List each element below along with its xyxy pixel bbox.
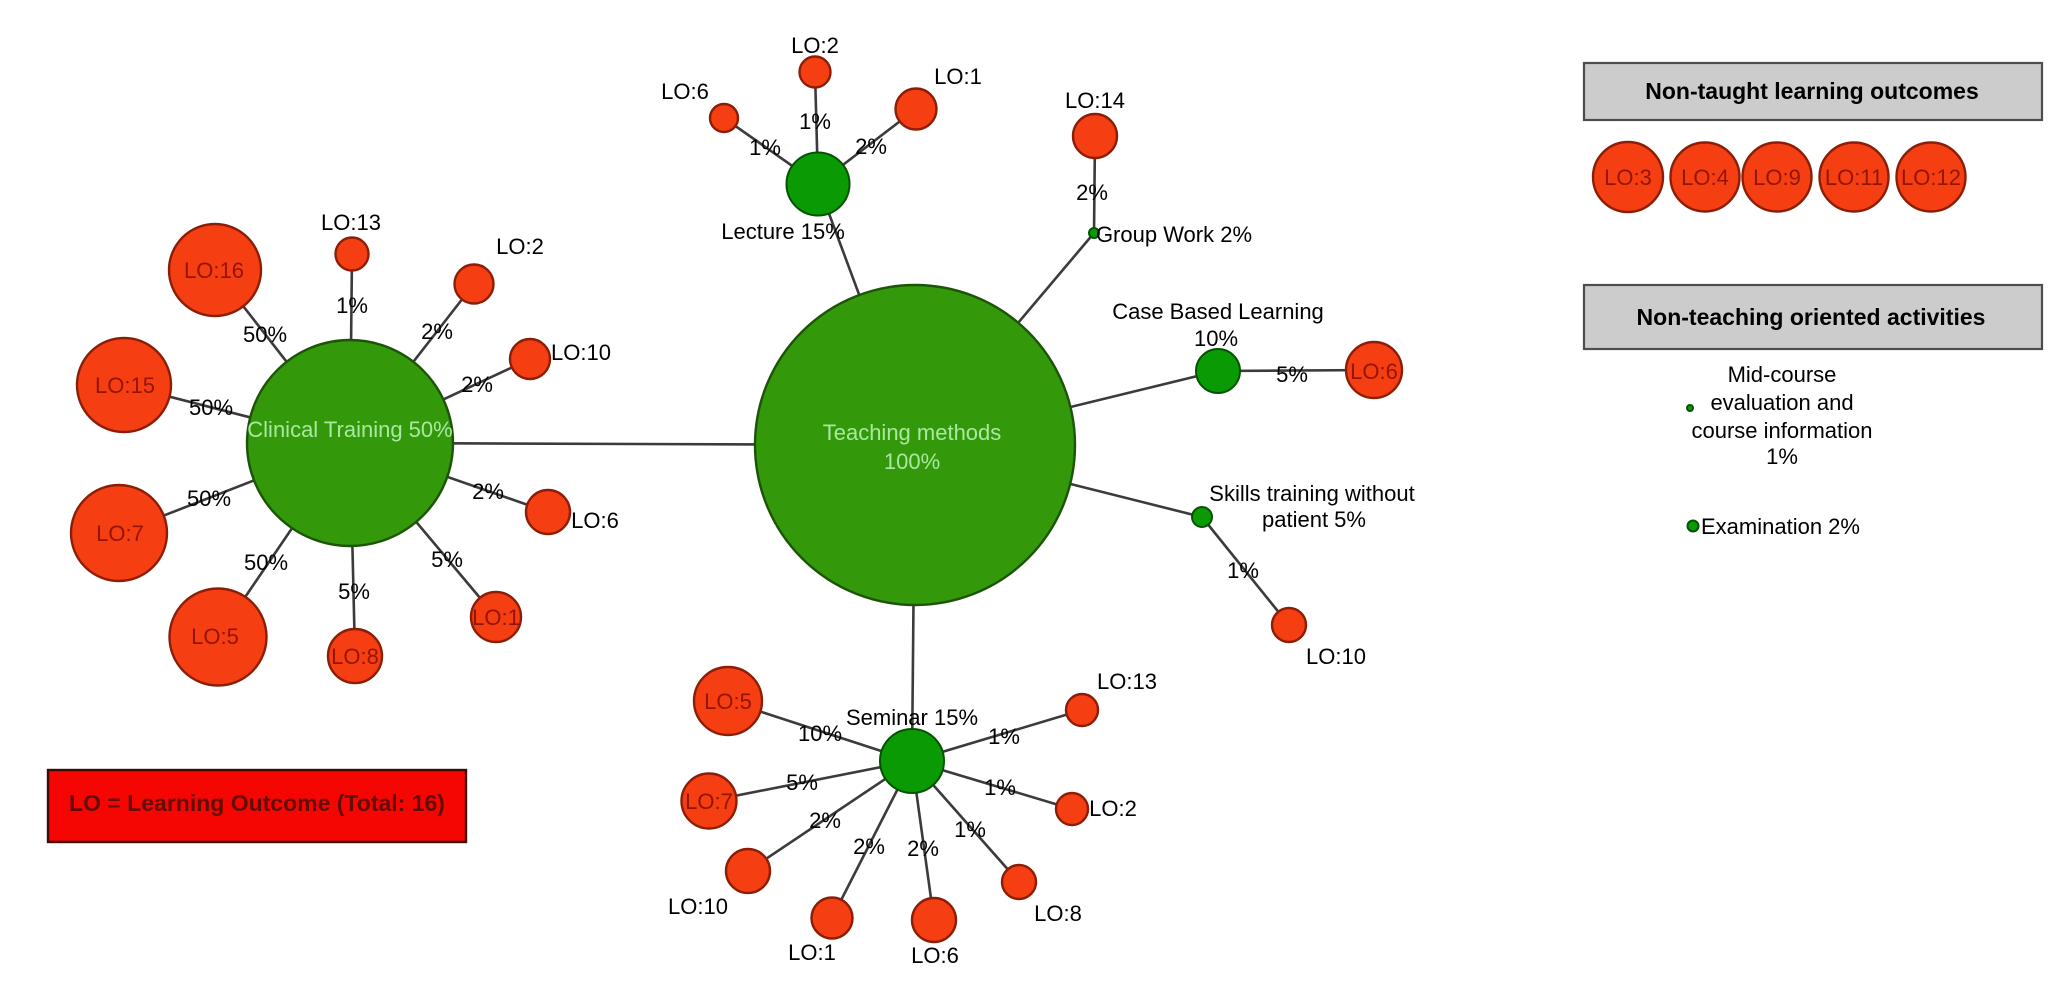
- svg-text:1%: 1%: [799, 109, 831, 134]
- svg-text:2%: 2%: [809, 808, 841, 833]
- svg-text:LO:2: LO:2: [1089, 796, 1137, 821]
- svg-text:1%: 1%: [749, 135, 781, 160]
- svg-text:2%: 2%: [855, 134, 887, 159]
- svg-text:LO:7: LO:7: [685, 789, 733, 814]
- svg-text:LO:8: LO:8: [331, 644, 379, 669]
- svg-text:LO:5: LO:5: [704, 689, 752, 714]
- svg-text:100%: 100%: [884, 449, 940, 474]
- svg-text:Case Based Learning: Case Based Learning: [1112, 299, 1324, 324]
- svg-text:LO:15: LO:15: [95, 373, 155, 398]
- svg-text:LO:16: LO:16: [184, 258, 244, 283]
- svg-text:5%: 5%: [338, 579, 370, 604]
- svg-text:Non-taught learning outcomes: Non-taught learning outcomes: [1645, 78, 1979, 104]
- svg-text:LO:10: LO:10: [668, 894, 728, 919]
- svg-text:1%: 1%: [954, 817, 986, 842]
- svg-text:LO:13: LO:13: [321, 210, 381, 235]
- svg-text:Non-teaching oriented activiti: Non-teaching oriented activities: [1637, 304, 1986, 330]
- svg-text:1%: 1%: [1766, 444, 1798, 469]
- svg-text:2%: 2%: [907, 836, 939, 861]
- svg-text:patient 5%: patient 5%: [1262, 507, 1366, 532]
- svg-text:LO:8: LO:8: [1034, 901, 1082, 926]
- svg-text:Seminar 15%: Seminar 15%: [846, 705, 978, 730]
- svg-text:LO:6: LO:6: [661, 79, 709, 104]
- svg-text:Examination 2%: Examination 2%: [1701, 514, 1860, 539]
- svg-text:course information: course information: [1692, 418, 1873, 443]
- svg-text:50%: 50%: [243, 322, 287, 347]
- svg-text:2%: 2%: [461, 372, 493, 397]
- svg-text:2%: 2%: [472, 479, 504, 504]
- svg-text:LO:5: LO:5: [191, 624, 239, 649]
- svg-text:LO:6: LO:6: [571, 508, 619, 533]
- svg-text:LO:14: LO:14: [1065, 88, 1125, 113]
- svg-text:LO:1: LO:1: [788, 940, 836, 965]
- svg-text:LO:1: LO:1: [934, 64, 982, 89]
- svg-text:LO:7: LO:7: [96, 521, 144, 546]
- svg-text:5%: 5%: [1276, 362, 1308, 387]
- svg-text:50%: 50%: [187, 486, 231, 511]
- svg-text:LO:2: LO:2: [496, 234, 544, 259]
- svg-text:2%: 2%: [1076, 180, 1108, 205]
- svg-text:Teaching methods: Teaching methods: [823, 420, 1002, 445]
- svg-text:LO:3: LO:3: [1604, 165, 1652, 190]
- svg-text:5%: 5%: [786, 770, 818, 795]
- svg-text:LO:2: LO:2: [791, 33, 839, 58]
- svg-text:LO:4: LO:4: [1681, 165, 1729, 190]
- svg-text:50%: 50%: [244, 550, 288, 575]
- svg-text:5%: 5%: [431, 547, 463, 572]
- svg-text:Clinical Training 50%: Clinical Training 50%: [247, 417, 452, 442]
- svg-text:2%: 2%: [421, 319, 453, 344]
- svg-text:LO = Learning Outcome (Total:: LO = Learning Outcome (Total: 16): [69, 790, 445, 816]
- svg-text:LO:11: LO:11: [1825, 165, 1883, 190]
- svg-text:LO:9: LO:9: [1753, 165, 1801, 190]
- svg-text:LO:1: LO:1: [472, 605, 520, 630]
- svg-text:1%: 1%: [984, 775, 1016, 800]
- svg-text:50%: 50%: [189, 395, 233, 420]
- svg-text:LO:13: LO:13: [1097, 669, 1157, 694]
- svg-text:LO:10: LO:10: [551, 340, 611, 365]
- svg-text:1%: 1%: [1227, 558, 1259, 583]
- svg-text:Group Work 2%: Group Work 2%: [1096, 222, 1252, 247]
- svg-text:Skills training without: Skills training without: [1209, 481, 1414, 506]
- svg-text:LO:6: LO:6: [911, 943, 959, 968]
- svg-text:LO:6: LO:6: [1350, 359, 1398, 384]
- svg-text:10%: 10%: [798, 721, 842, 746]
- svg-text:1%: 1%: [336, 293, 368, 318]
- svg-text:LO:12: LO:12: [1901, 165, 1961, 190]
- svg-text:evaluation and: evaluation and: [1710, 390, 1853, 415]
- svg-text:10%: 10%: [1194, 326, 1238, 351]
- svg-text:LO:10: LO:10: [1306, 644, 1366, 669]
- svg-text:2%: 2%: [853, 834, 885, 859]
- svg-text:1%: 1%: [988, 724, 1020, 749]
- svg-text:Lecture 15%: Lecture 15%: [721, 219, 845, 244]
- svg-text:Mid-course: Mid-course: [1728, 362, 1837, 387]
